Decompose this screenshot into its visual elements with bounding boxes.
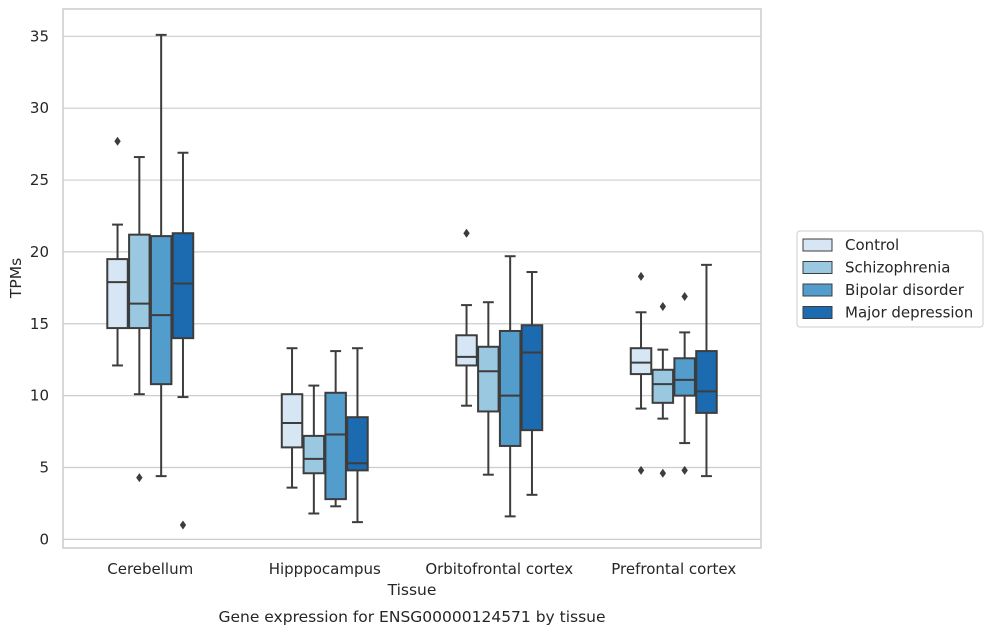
outlier-point: [681, 291, 688, 301]
outlier-point: [114, 136, 121, 146]
x-tick-label: Cerebellum: [107, 560, 193, 578]
box-body: [695, 350, 718, 414]
box-1-3: [651, 302, 675, 478]
y-tick-label: 0: [39, 530, 49, 548]
outlier-point: [179, 520, 187, 530]
legend-label: Schizophrenia: [845, 259, 950, 277]
box-2-0: [149, 33, 173, 478]
outlier-point: [659, 302, 667, 312]
y-tick-label: 5: [39, 459, 49, 477]
legend-frame: [796, 230, 984, 328]
box-2-2: [498, 255, 522, 518]
legend-swatch: [802, 238, 833, 252]
outlier-point: [463, 228, 470, 238]
legend: Control Schizophrenia Bipolar disorder Majo…: [796, 230, 984, 328]
box-1-0: [128, 156, 151, 483]
box-body: [149, 235, 173, 386]
x-axis-ticks: Cerebellum Hipppocampus Orbitofrontal cort…: [107, 560, 736, 578]
legend-swatch: [802, 261, 833, 274]
box-body: [477, 345, 500, 413]
box-body: [280, 393, 304, 449]
box-body: [346, 416, 369, 472]
box-body: [651, 368, 675, 404]
legend-label: Control: [845, 236, 899, 254]
legend-label: Bipolar disorder: [845, 281, 965, 299]
legend-label: Major depression: [845, 304, 973, 322]
box-body: [673, 357, 696, 397]
box-3-0: [171, 151, 195, 530]
box-0-3: [629, 271, 653, 475]
box-0-1: [280, 347, 304, 489]
box-body: [520, 324, 544, 432]
outlier-point: [637, 271, 645, 281]
box-body: [498, 329, 522, 447]
box-body: [324, 391, 347, 501]
box-1-1: [302, 384, 326, 515]
y-tick-label: 10: [30, 387, 49, 405]
outlier-point: [637, 465, 645, 475]
box-3-2: [520, 271, 544, 496]
y-axis-ticks: 0 5 10 15 20 25 30 35: [30, 27, 49, 548]
y-tick-label: 20: [30, 243, 49, 261]
box-3-3: [695, 263, 718, 478]
x-axis-title: Tissue: [387, 581, 437, 599]
box-0-2: [455, 228, 478, 407]
box-1-2: [477, 301, 500, 476]
y-tick-label: 30: [30, 99, 49, 117]
box-body: [106, 258, 129, 330]
box-2-1: [324, 350, 347, 508]
legend-swatch: [802, 283, 833, 297]
box-body: [128, 233, 151, 330]
box-0-0: [106, 136, 129, 367]
legend-swatch: [802, 306, 833, 319]
y-tick-label: 15: [30, 315, 49, 333]
box-3-1: [346, 347, 369, 524]
outlier-point: [136, 473, 143, 483]
box-body: [302, 434, 326, 475]
box-2-3: [673, 291, 696, 475]
x-tick-label: Hipppocampus: [269, 560, 381, 578]
y-tick-label: 25: [30, 171, 49, 189]
outlier-point: [681, 465, 688, 475]
y-axis-title: TPMs: [7, 258, 25, 299]
box-body: [455, 334, 478, 367]
outlier-point: [659, 468, 667, 478]
boxes: [106, 33, 718, 530]
plot-frame: [62, 8, 762, 549]
box-body: [629, 347, 653, 376]
x-tick-label: Orbitofrontal cortex: [425, 560, 573, 578]
y-tick-label: 35: [30, 27, 49, 45]
chart-caption: Gene expression for ENSG00000124571 by t…: [218, 608, 605, 626]
box-body: [171, 232, 195, 340]
x-tick-label: Prefrontal cortex: [611, 560, 736, 578]
